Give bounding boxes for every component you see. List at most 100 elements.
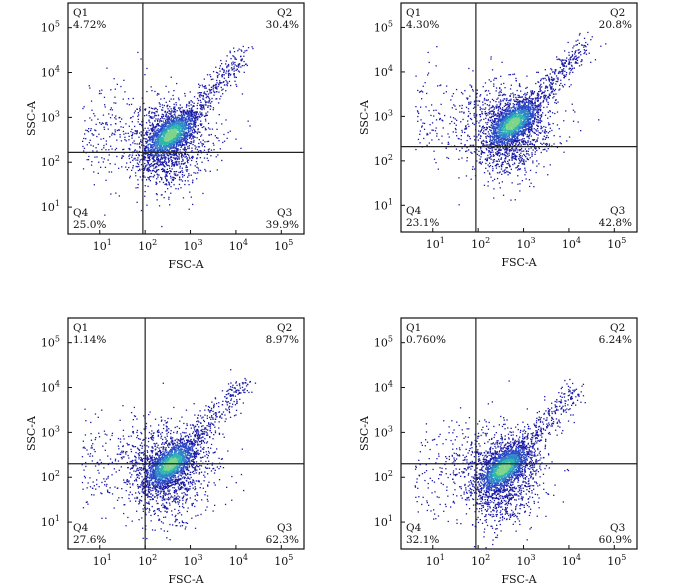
event-dot bbox=[511, 126, 513, 128]
event-dot bbox=[160, 125, 162, 127]
event-dot bbox=[519, 105, 521, 107]
event-dot bbox=[178, 171, 180, 174]
event-dot bbox=[163, 122, 165, 124]
event-dot bbox=[179, 131, 181, 133]
event-dot bbox=[135, 165, 137, 168]
event-dot bbox=[158, 205, 161, 207]
event-dot bbox=[176, 135, 179, 137]
event-dot bbox=[96, 156, 98, 158]
event-dot bbox=[509, 138, 511, 140]
event-dot bbox=[527, 106, 529, 108]
event-dot bbox=[167, 150, 169, 153]
event-dot bbox=[514, 126, 516, 128]
event-dot bbox=[157, 159, 159, 161]
event-dot bbox=[173, 164, 175, 166]
event-dot bbox=[240, 49, 242, 51]
event-dot bbox=[162, 144, 164, 146]
event-dot bbox=[520, 126, 522, 128]
event-dot bbox=[504, 123, 506, 125]
event-dot bbox=[508, 104, 511, 106]
event-dot bbox=[103, 158, 105, 160]
event-dot bbox=[154, 160, 157, 162]
event-dot bbox=[141, 154, 143, 157]
event-dot bbox=[532, 120, 534, 122]
event-dots bbox=[82, 45, 254, 228]
event-dot bbox=[160, 164, 162, 166]
event-dot bbox=[165, 145, 168, 147]
event-dot bbox=[534, 102, 536, 105]
event-dot bbox=[178, 123, 180, 125]
event-dot bbox=[178, 126, 180, 129]
event-dot bbox=[517, 126, 519, 128]
event-dot bbox=[503, 140, 506, 143]
event-dot bbox=[171, 149, 173, 152]
event-dot bbox=[121, 166, 123, 168]
event-dot bbox=[190, 109, 192, 112]
event-dot bbox=[198, 86, 200, 88]
event-dot bbox=[202, 104, 204, 106]
event-dot bbox=[163, 118, 165, 120]
x-tick-exponent: 3 bbox=[198, 238, 203, 247]
event-dot bbox=[176, 117, 179, 119]
event-dot bbox=[176, 137, 178, 140]
event-dot bbox=[160, 140, 163, 142]
event-dot bbox=[133, 158, 135, 160]
event-dot bbox=[235, 138, 237, 140]
event-dot bbox=[520, 117, 522, 119]
event-dot bbox=[184, 183, 186, 186]
event-dot bbox=[519, 123, 522, 125]
event-dot bbox=[90, 128, 92, 130]
event-dot bbox=[533, 111, 535, 113]
event-dot bbox=[213, 84, 215, 86]
event-dot bbox=[506, 134, 508, 136]
event-dot bbox=[490, 135, 492, 137]
event-dot bbox=[158, 147, 161, 149]
event-dot bbox=[493, 155, 495, 157]
event-dot bbox=[182, 123, 184, 125]
event-dot bbox=[537, 130, 539, 132]
event-dot bbox=[147, 170, 149, 173]
event-dot bbox=[197, 128, 199, 130]
event-dot bbox=[543, 98, 545, 100]
event-dot bbox=[184, 150, 187, 152]
event-dot bbox=[181, 137, 183, 139]
event-dot bbox=[520, 122, 522, 124]
event-dot bbox=[103, 96, 106, 98]
event-dot bbox=[170, 137, 172, 139]
event-dot bbox=[172, 164, 174, 166]
event-dot bbox=[156, 137, 158, 139]
event-dot bbox=[497, 124, 499, 126]
event-dot bbox=[174, 157, 176, 159]
event-dot bbox=[113, 102, 115, 104]
event-dot bbox=[185, 132, 187, 134]
event-dot bbox=[154, 140, 157, 142]
event-dot bbox=[182, 143, 184, 145]
event-dot bbox=[533, 144, 535, 146]
event-dot bbox=[188, 102, 190, 105]
event-dot bbox=[209, 99, 211, 101]
event-dot bbox=[159, 118, 162, 120]
event-dot bbox=[150, 145, 152, 147]
event-dot bbox=[537, 116, 539, 118]
event-dot bbox=[156, 148, 158, 150]
event-dot bbox=[235, 69, 237, 71]
event-dot bbox=[223, 77, 225, 79]
event-dot bbox=[537, 108, 539, 110]
event-dot bbox=[493, 123, 495, 126]
event-dot bbox=[176, 116, 178, 118]
event-dot bbox=[163, 130, 166, 133]
event-dot bbox=[492, 143, 494, 146]
event-dot bbox=[146, 67, 148, 70]
event-dot bbox=[508, 110, 510, 113]
event-dot bbox=[525, 121, 527, 124]
event-dot bbox=[527, 128, 529, 130]
event-dot bbox=[187, 176, 189, 178]
event-dot bbox=[511, 115, 513, 117]
event-dot bbox=[136, 143, 138, 145]
event-dot bbox=[149, 163, 151, 166]
event-dot bbox=[522, 130, 524, 132]
event-dot bbox=[154, 153, 156, 155]
event-dot bbox=[191, 134, 193, 136]
event-dot bbox=[169, 113, 171, 115]
event-dot bbox=[95, 147, 97, 149]
